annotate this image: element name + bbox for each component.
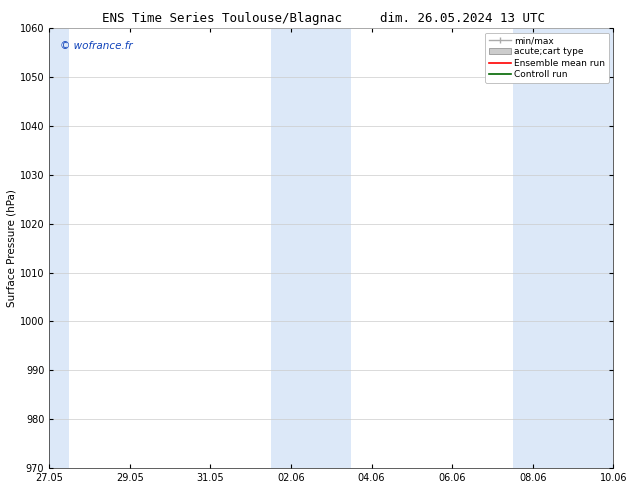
Y-axis label: Surface Pressure (hPa): Surface Pressure (hPa) (7, 189, 17, 307)
Text: dim. 26.05.2024 13 UTC: dim. 26.05.2024 13 UTC (380, 12, 545, 25)
Text: ENS Time Series Toulouse/Blagnac: ENS Time Series Toulouse/Blagnac (102, 12, 342, 25)
Legend: min/max, acute;cart type, Ensemble mean run, Controll run: min/max, acute;cart type, Ensemble mean … (485, 33, 609, 83)
Text: © wofrance.fr: © wofrance.fr (60, 41, 133, 51)
Bar (512, 28, 613, 468)
Bar (271, 28, 351, 468)
Bar (49, 28, 69, 468)
